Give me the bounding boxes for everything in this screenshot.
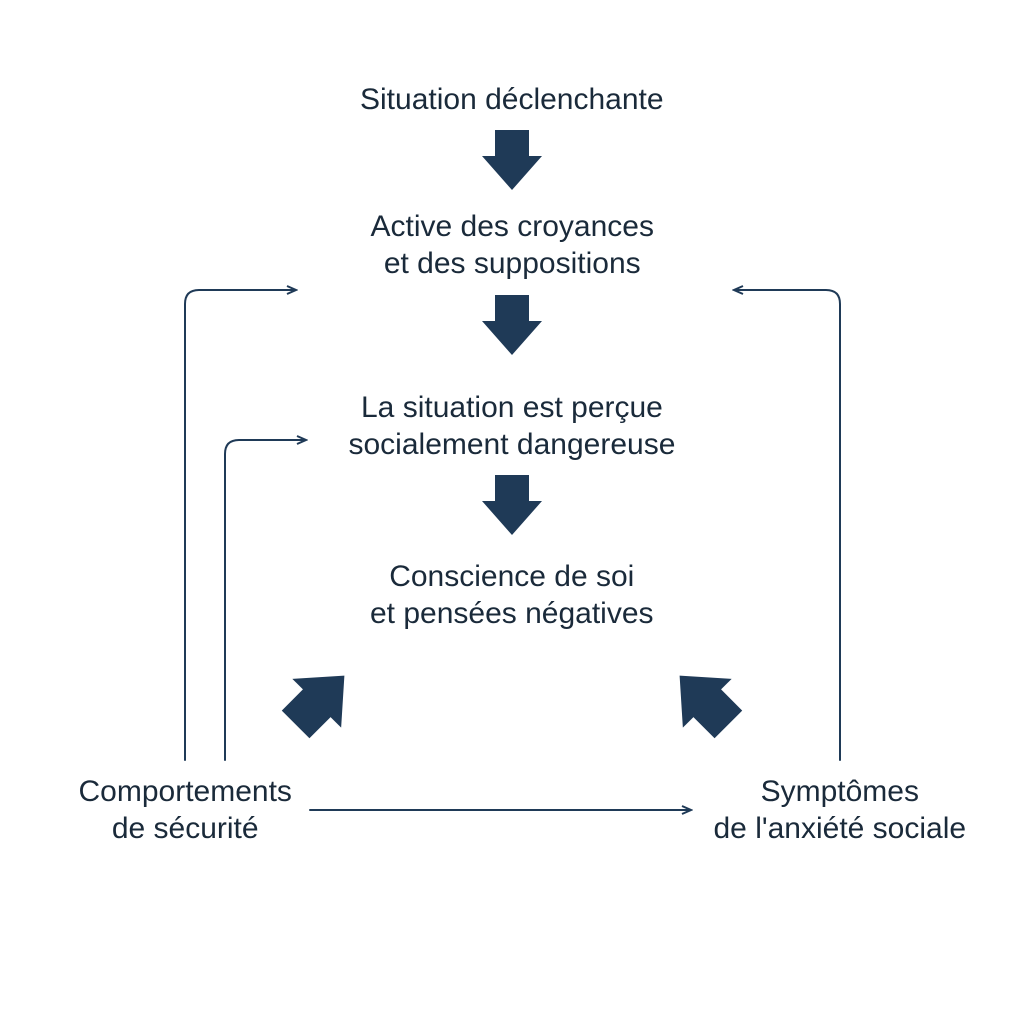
node-conscience-de-soi: Conscience de soi et pensées négatives	[370, 558, 654, 633]
arrow-n5-n4	[271, 651, 369, 749]
thin-arrows-group	[185, 290, 840, 810]
feedback-n6-n2	[735, 290, 840, 760]
arrow-n2-n3	[482, 295, 542, 355]
arrow-n3-n4	[482, 475, 542, 535]
node-situation-declenchante: Situation déclenchante	[360, 81, 664, 119]
feedback-n5-n2	[185, 290, 295, 760]
arrows-layer	[0, 0, 1024, 1024]
node-comportements-securite: Comportements de sécurité	[79, 773, 292, 848]
node-active-croyances: Active des croyances et des suppositions	[371, 208, 654, 283]
arrow-n6-n4	[655, 651, 753, 749]
node-symptomes-anxiete: Symptômes de l'anxiété sociale	[714, 773, 967, 848]
diagram-canvas: Situation déclenchante Active des croyan…	[0, 0, 1024, 1024]
feedback-n5-n3	[225, 440, 305, 760]
node-situation-percue: La situation est perçue socialement dang…	[349, 389, 676, 464]
arrow-n1-n2	[482, 130, 542, 190]
